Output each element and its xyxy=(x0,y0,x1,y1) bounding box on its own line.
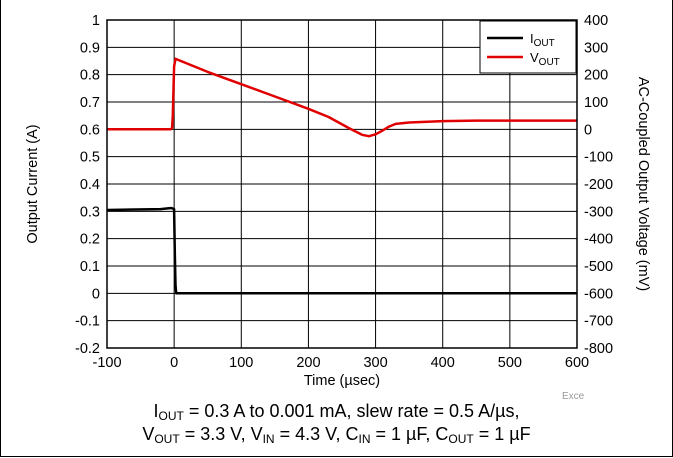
x-tick-label: 500 xyxy=(498,355,522,371)
caption-text: I xyxy=(153,401,159,421)
x-axis-label: Time (µsec) xyxy=(304,373,380,389)
y2-tick-label: 200 xyxy=(584,68,608,84)
y2-tick-label: -600 xyxy=(584,286,613,302)
left-axis-ticks: 1 0.9 0.8 0.7 0.6 0.5 0.4 0.3 0.2 0.1 0 -0.1 -0.2 xyxy=(75,13,100,357)
y2-axis-label: AC-Coupled Output Voltage (mV) xyxy=(635,77,651,291)
caption-line-1: IOUT = 0.3 A to 0.001 mA, slew rate = 0.… xyxy=(0,400,673,423)
y-tick-label: 0.6 xyxy=(80,122,100,138)
caption-text: = 1 µF xyxy=(473,424,531,444)
plot-border xyxy=(106,19,578,349)
caption-subscript: OUT xyxy=(154,432,180,446)
caption-text: = 1 µF, C xyxy=(370,424,449,444)
y-tick-label: 0.8 xyxy=(80,68,100,84)
x-tick-label: 600 xyxy=(565,355,589,371)
caption-subscript: IN xyxy=(358,432,371,446)
y-tick-label: -0.2 xyxy=(75,341,100,357)
legend-label-vout: VOUT xyxy=(530,50,560,68)
y-tick-label: 0.9 xyxy=(80,40,100,56)
y-tick-label: 0.5 xyxy=(80,150,100,166)
x-tick-label: 300 xyxy=(363,355,387,371)
y-tick-label: 0.4 xyxy=(80,177,100,193)
y-axis-label: Output Current (A) xyxy=(25,124,41,243)
y2-tick-label: -100 xyxy=(584,150,613,166)
y-tick-label: 0 xyxy=(92,286,100,302)
legend-box xyxy=(479,20,577,74)
series-line-iout xyxy=(106,206,577,295)
caption-subscript: OUT xyxy=(448,432,474,446)
x-tick-label: 100 xyxy=(229,355,253,371)
y-tick-label: 0.7 xyxy=(80,95,100,111)
legend-label-iout: IOUT xyxy=(530,31,555,49)
x-tick-label: -100 xyxy=(92,355,121,371)
x-tick-label: 400 xyxy=(431,355,455,371)
right-axis-ticks: 400 300 200 100 0 -100 -200 -300 -400 -500 -600 -70… xyxy=(584,13,613,357)
caption-text: = 3.3 V, V xyxy=(179,424,263,444)
watermark: Exce xyxy=(562,391,585,402)
caption-text: = 4.3 V, C xyxy=(274,424,359,444)
series-line-vout xyxy=(107,57,577,138)
y-tick-label: 0.1 xyxy=(80,259,100,275)
x-tick-label: 0 xyxy=(170,355,178,371)
caption-text: V xyxy=(142,424,155,444)
x-tick-label: 200 xyxy=(296,355,320,371)
caption: IOUT = 0.3 A to 0.001 mA, slew rate = 0.… xyxy=(0,400,673,446)
y2-tick-label: -500 xyxy=(584,259,613,275)
y-tick-label: -0.1 xyxy=(75,314,100,330)
caption-subscript: OUT xyxy=(158,409,184,423)
y2-tick-label: -800 xyxy=(584,341,613,357)
y2-tick-label: -300 xyxy=(584,204,613,220)
y2-tick-label: -200 xyxy=(584,177,613,193)
y2-tick-label: 0 xyxy=(584,122,592,138)
caption-line-2: VOUT = 3.3 V, VIN = 4.3 V, CIN = 1 µF, C… xyxy=(0,423,673,446)
y2-tick-label: 300 xyxy=(584,40,608,56)
y2-tick-label: 100 xyxy=(584,95,608,111)
y-tick-label: 0.3 xyxy=(80,204,100,220)
y2-tick-label: -700 xyxy=(584,314,613,330)
plot-series xyxy=(106,57,577,295)
caption-subscript: IN xyxy=(262,432,275,446)
y-tick-label: 1 xyxy=(92,13,100,29)
caption-text: = 0.3 A to 0.001 mA, slew rate = 0.5 A/µ… xyxy=(183,401,520,421)
y2-tick-label: 400 xyxy=(584,13,608,29)
y2-tick-label: -400 xyxy=(584,232,613,248)
x-axis-ticks: -100 0 100 200 300 400 500 600 xyxy=(92,355,589,371)
y-tick-label: 0.2 xyxy=(80,232,100,248)
